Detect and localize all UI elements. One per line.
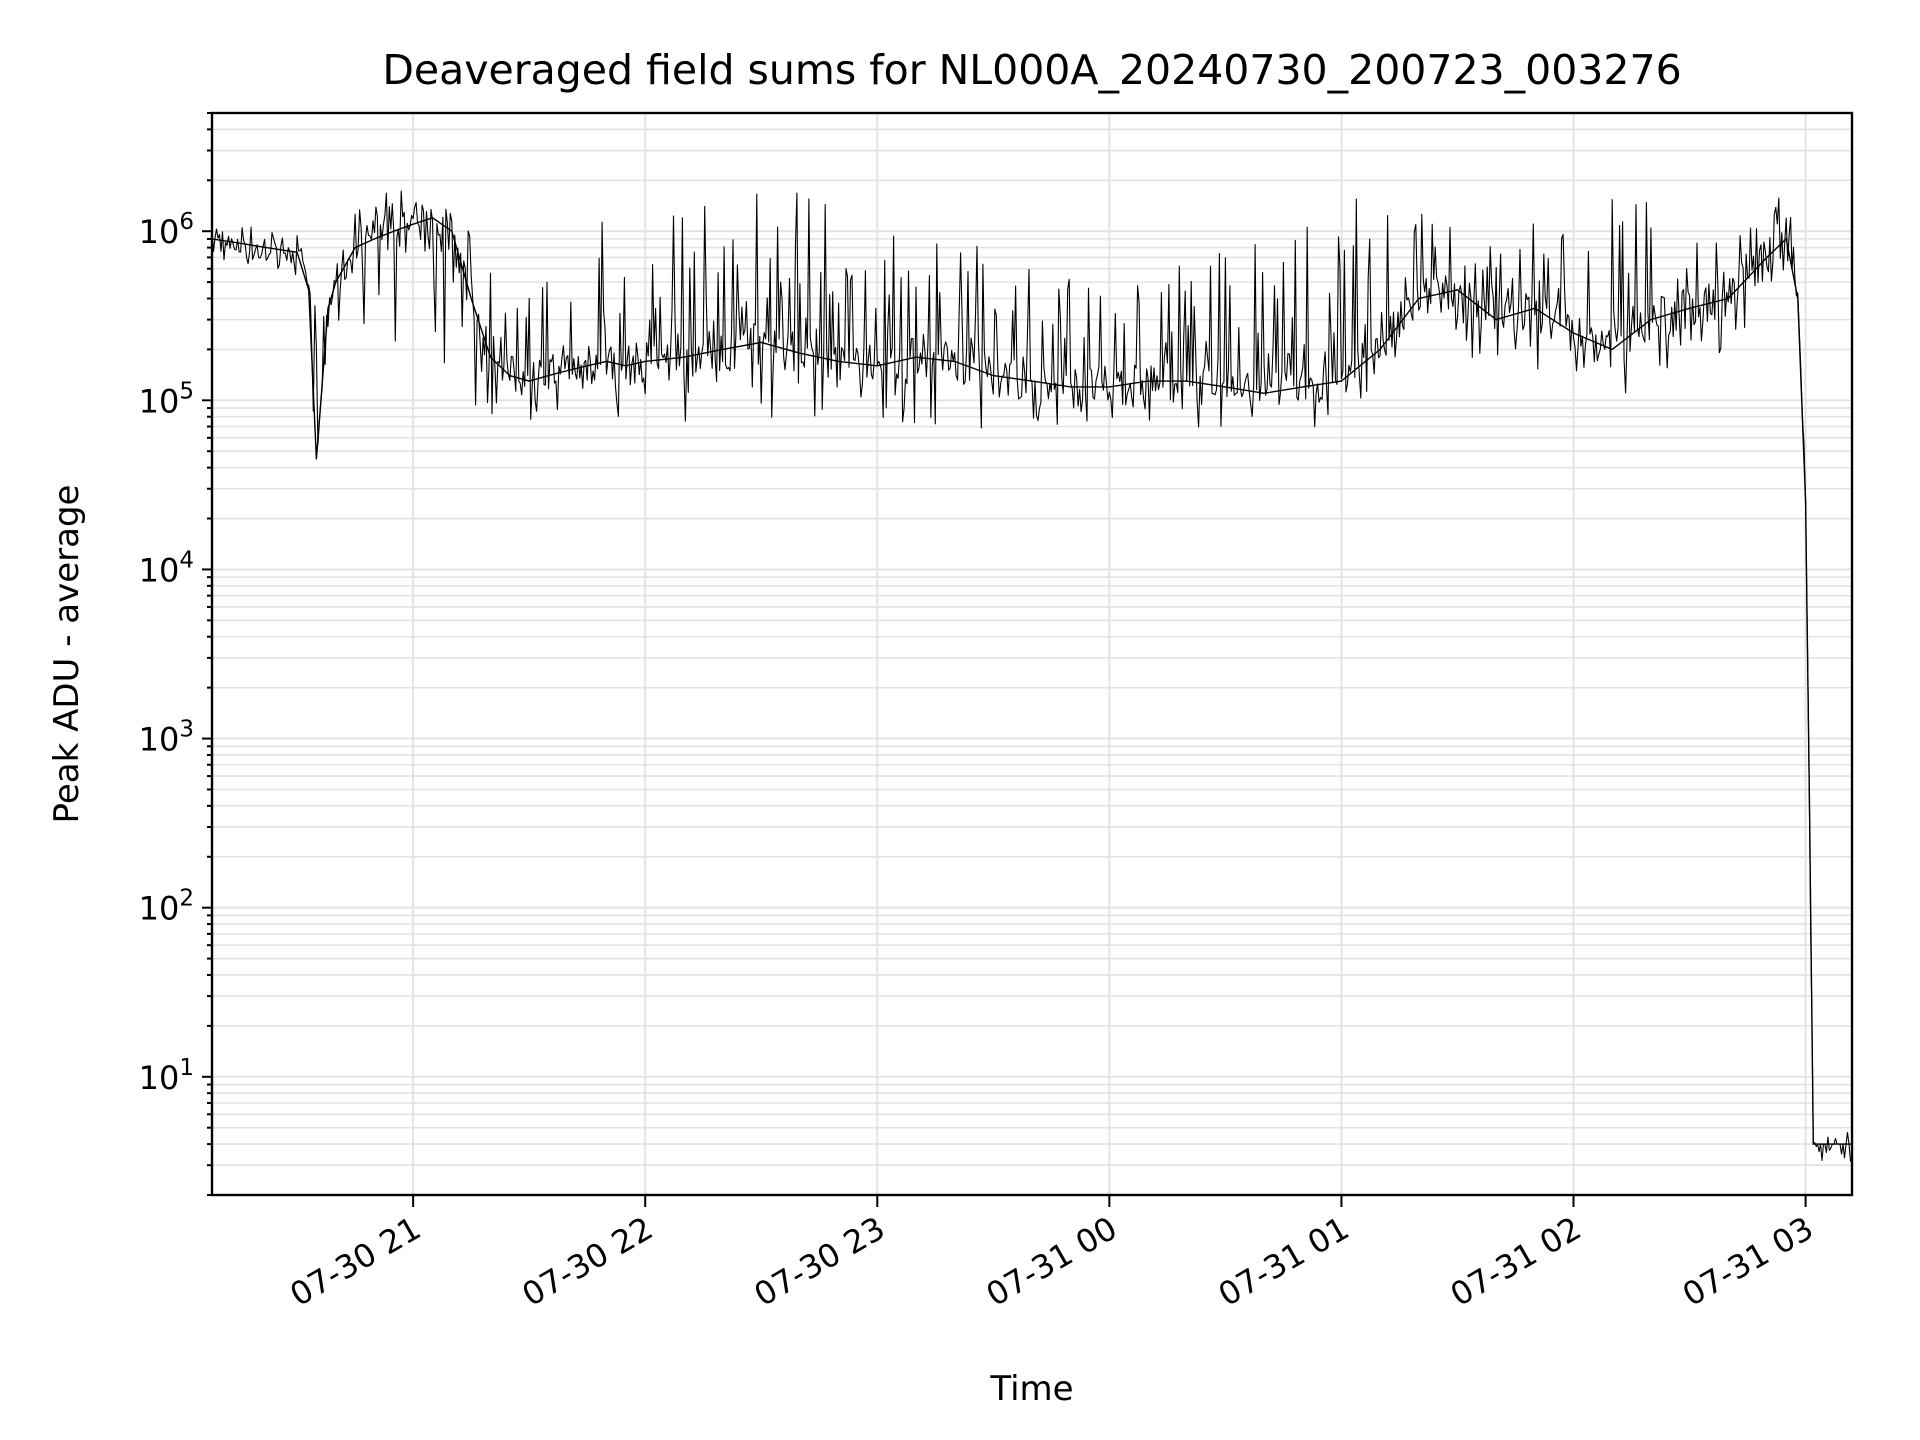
data-point bbox=[1186, 380, 1188, 382]
data-point bbox=[799, 352, 801, 354]
data-point bbox=[1766, 256, 1768, 259]
data-point bbox=[1340, 380, 1343, 382]
chart-title: Deaveraged field sums for NL000A_2024073… bbox=[382, 46, 1681, 94]
x-axis-title: Time bbox=[989, 1369, 1073, 1409]
data-point bbox=[1456, 289, 1459, 291]
data-point bbox=[1379, 348, 1381, 351]
data-point bbox=[315, 458, 318, 460]
data-point bbox=[1224, 386, 1226, 388]
data-point bbox=[586, 365, 588, 367]
plot-frame bbox=[210, 111, 1854, 1197]
y-tick-label: 104 bbox=[139, 547, 194, 589]
data-point bbox=[335, 281, 337, 283]
data-point bbox=[760, 341, 762, 344]
data-point bbox=[1727, 297, 1729, 300]
data-point bbox=[992, 375, 994, 377]
y-tick-label: 105 bbox=[139, 378, 194, 420]
data-point bbox=[605, 360, 608, 362]
data-point bbox=[1688, 307, 1691, 309]
data-point bbox=[644, 360, 646, 362]
data-point bbox=[1611, 348, 1613, 351]
series-layer bbox=[211, 190, 1853, 1162]
series-baseline bbox=[211, 217, 1852, 1145]
data-point bbox=[1495, 319, 1497, 321]
data-point bbox=[1302, 386, 1304, 388]
data-point bbox=[1808, 805, 1811, 807]
data-point bbox=[373, 238, 376, 240]
y-tick-label: 103 bbox=[139, 717, 194, 759]
data-point bbox=[915, 356, 917, 358]
data-point bbox=[308, 289, 310, 291]
data-point bbox=[354, 246, 356, 249]
data-point bbox=[412, 223, 414, 225]
data-point bbox=[470, 297, 472, 300]
data-point bbox=[838, 360, 840, 362]
data-point bbox=[451, 230, 453, 232]
data-point bbox=[528, 380, 530, 382]
data-point bbox=[489, 356, 492, 358]
data-point bbox=[431, 217, 434, 219]
data-point bbox=[1824, 1143, 1826, 1145]
data-point bbox=[1785, 238, 1787, 240]
y-tick-label: 106 bbox=[139, 209, 194, 251]
data-point bbox=[567, 369, 569, 372]
data-point bbox=[1263, 392, 1265, 394]
data-point bbox=[1108, 386, 1110, 388]
data-point bbox=[393, 230, 395, 232]
grid-layer bbox=[212, 112, 1852, 1196]
data-point bbox=[1147, 380, 1149, 382]
data-point bbox=[1534, 307, 1536, 309]
y-axis-title: Peak ADU - average bbox=[47, 485, 87, 824]
data-point bbox=[296, 251, 298, 253]
data-point bbox=[1070, 386, 1072, 388]
data-point bbox=[1031, 380, 1033, 382]
data-point bbox=[1650, 319, 1652, 321]
data-point bbox=[327, 307, 329, 309]
data-point bbox=[1797, 297, 1799, 300]
data-point bbox=[954, 360, 956, 362]
series-trace bbox=[211, 190, 1852, 1162]
data-point bbox=[265, 246, 267, 249]
data-point bbox=[509, 375, 511, 377]
data-point bbox=[1418, 297, 1420, 300]
data-point bbox=[547, 375, 550, 377]
data-point bbox=[1804, 501, 1807, 503]
data-point bbox=[721, 348, 724, 351]
y-tick-label: 102 bbox=[139, 886, 194, 928]
data-point bbox=[625, 365, 627, 367]
data-point bbox=[1812, 1143, 1814, 1145]
data-point bbox=[876, 365, 878, 367]
data-point bbox=[238, 242, 240, 244]
data-point bbox=[1572, 332, 1575, 334]
y-tick-label: 101 bbox=[139, 1055, 194, 1097]
data-point bbox=[683, 356, 685, 358]
